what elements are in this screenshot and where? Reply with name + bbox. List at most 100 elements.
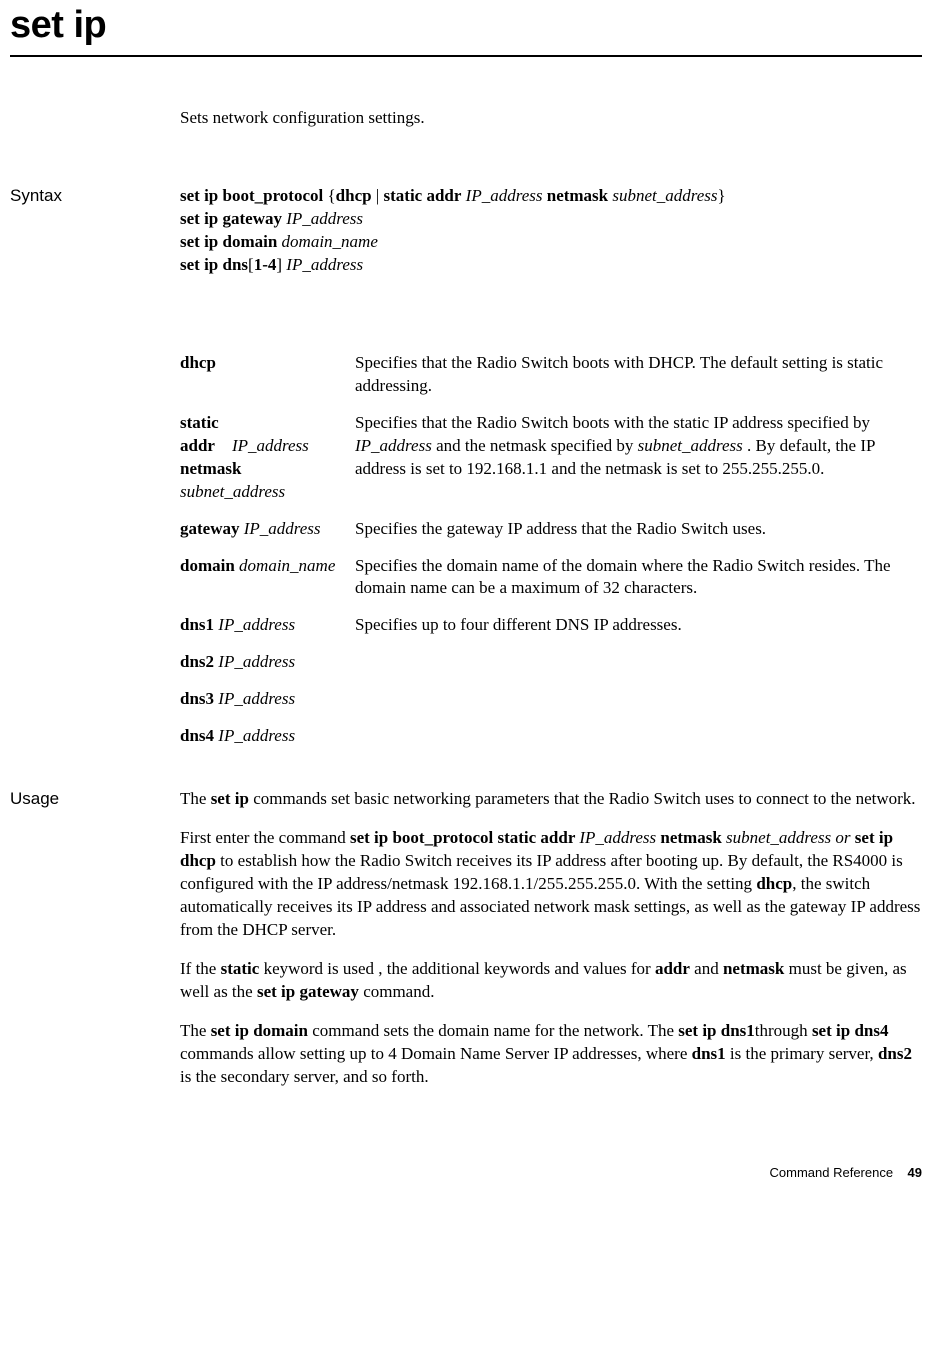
kw: domain: [180, 556, 235, 575]
syntax-section: Syntax set ip boot_protocol {dhcp | stat…: [10, 185, 922, 277]
arg: IP_address: [355, 436, 432, 455]
arg: subnet_address: [638, 436, 743, 455]
txt: The: [180, 789, 211, 808]
arg: IP_address: [218, 652, 295, 671]
txt: First enter the command: [180, 828, 350, 847]
param-desc: Specifies the gateway IP address that th…: [355, 518, 922, 541]
txt: ]: [276, 255, 286, 274]
param-term: dns2 IP_address: [180, 651, 355, 674]
param-term: dns4 IP_address: [180, 725, 355, 748]
txt: [215, 436, 232, 455]
param-row-dns2: dns2 IP_address: [180, 651, 922, 674]
syntax-body: set ip boot_protocol {dhcp | static addr…: [180, 185, 922, 277]
param-term: dhcp: [180, 352, 355, 375]
param-desc: Specifies up to four different DNS IP ad…: [355, 614, 922, 637]
txt: and: [690, 959, 723, 978]
intro-text: Sets network configuration settings.: [180, 107, 922, 130]
txt: {: [328, 186, 336, 205]
txt: through: [755, 1021, 812, 1040]
txt: is the primary server,: [726, 1044, 878, 1063]
arg: IP_address: [218, 726, 295, 745]
txt: If the: [180, 959, 221, 978]
arg: IP_address: [232, 436, 309, 455]
syntax-line-2: set ip gateway IP_address: [180, 208, 922, 231]
kw: addr: [655, 959, 690, 978]
syntax-line-3: set ip domain domain_name: [180, 231, 922, 254]
param-row-dhcp: dhcp Specifies that the Radio Switch boo…: [180, 352, 922, 398]
page-footer: Command Reference 49: [10, 1164, 922, 1182]
param-term: dns1 IP_address: [180, 614, 355, 637]
txt: and the netmask specified by: [432, 436, 638, 455]
arg: domain_name: [282, 232, 378, 251]
param-row-dns4: dns4 IP_address: [180, 725, 922, 748]
param-term: dns3 IP_address: [180, 688, 355, 711]
usage-p4: The set ip domain command sets the domai…: [180, 1020, 922, 1089]
param-row-dns1: dns1 IP_address Specifies up to four dif…: [180, 614, 922, 637]
kw: netmask: [723, 959, 784, 978]
kw: set ip domain: [211, 1021, 308, 1040]
arg: IP_address: [244, 519, 321, 538]
kw: dns2: [878, 1044, 912, 1063]
txt: |: [372, 186, 384, 205]
kw: set ip boot_protocol static addr: [350, 828, 579, 847]
kw: dns4: [180, 726, 214, 745]
kw: netmask: [180, 459, 241, 478]
kw: gateway: [180, 519, 239, 538]
txt: commands set basic networking parameters…: [249, 789, 916, 808]
kw: netmask: [656, 828, 722, 847]
param-desc: Specifies that the Radio Switch boots wi…: [355, 412, 922, 481]
param-row-dns3: dns3 IP_address: [180, 688, 922, 711]
kw: set ip dns1: [678, 1021, 755, 1040]
kw: set ip boot_protocol: [180, 186, 323, 205]
arg: IP_address: [286, 209, 363, 228]
kw: dhcp: [756, 874, 792, 893]
kw: set ip domain: [180, 232, 277, 251]
kw: dns1: [180, 615, 214, 634]
usage-p1: The set ip commands set basic networking…: [180, 788, 922, 811]
kw: static addr: [180, 413, 219, 455]
page-title: set ip: [10, 0, 922, 51]
kw: set ip gateway: [180, 209, 282, 228]
kw: set ip: [211, 789, 249, 808]
usage-p3: If the static keyword is used , the addi…: [180, 958, 922, 1004]
arg: subnet_address or: [722, 828, 855, 847]
param-term: gateway IP_address: [180, 518, 355, 541]
usage-body: The set ip commands set basic networking…: [180, 788, 922, 1104]
usage-label: Usage: [10, 788, 180, 1104]
kw: netmask: [547, 186, 608, 205]
param-term: domain domain_name: [180, 555, 355, 578]
arg: subnet_address: [612, 186, 717, 205]
kw: static addr: [384, 186, 462, 205]
txt: is the secondary server, and so forth.: [180, 1067, 429, 1086]
title-rule: [10, 55, 922, 57]
arg: IP_address: [466, 186, 543, 205]
params-table: dhcp Specifies that the Radio Switch boo…: [180, 352, 922, 748]
param-row-static: static addr IP_address netmask subnet_ad…: [180, 412, 922, 504]
footer-ref: Command Reference: [770, 1165, 894, 1180]
kw: dhcp: [180, 353, 216, 372]
txt: command.: [359, 982, 435, 1001]
txt: keyword is used , the additional keyword…: [259, 959, 655, 978]
kw: dns1: [692, 1044, 726, 1063]
kw: dhcp: [336, 186, 372, 205]
txt: }: [718, 186, 726, 205]
footer-page: 49: [908, 1165, 922, 1180]
syntax-line-1: set ip boot_protocol {dhcp | static addr…: [180, 185, 922, 208]
txt: command sets the domain name for the net…: [308, 1021, 678, 1040]
arg: IP_address: [579, 828, 656, 847]
arg: IP_address: [218, 689, 295, 708]
txt: The: [180, 1021, 211, 1040]
kw: dns2: [180, 652, 214, 671]
kw: 1-4: [254, 255, 277, 274]
arg: domain_name: [239, 556, 335, 575]
param-desc: Specifies the domain name of the domain …: [355, 555, 922, 601]
kw: set ip dns4: [812, 1021, 889, 1040]
param-row-gateway: gateway IP_address Specifies the gateway…: [180, 518, 922, 541]
kw: static: [221, 959, 260, 978]
kw: dns3: [180, 689, 214, 708]
param-row-domain: domain domain_name Specifies the domain …: [180, 555, 922, 601]
kw: set ip gateway: [257, 982, 359, 1001]
usage-p2: First enter the command set ip boot_prot…: [180, 827, 922, 942]
arg: IP_address: [218, 615, 295, 634]
arg: subnet_address: [180, 482, 285, 501]
